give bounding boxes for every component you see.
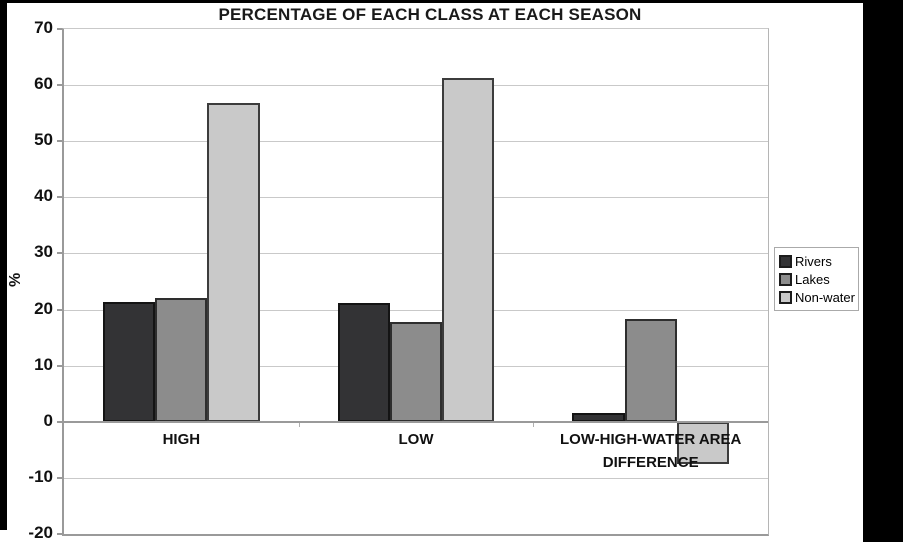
x-category-label-0: HIGH — [162, 430, 201, 448]
y-tick-mark — [57, 140, 63, 143]
y-tick-label--20: -20 — [28, 523, 53, 542]
legend-label-nonwater: Non-water — [795, 289, 855, 305]
chart-canvas: PERCENTAGE OF EACH CLASS AT EACH SEASON … — [7, 3, 863, 542]
bar-rivers-0 — [102, 301, 156, 422]
legend-item-lakes: Lakes — [779, 270, 855, 288]
x-category-label-2: LOW-HIGH-WATER AREA DIFFERENCE — [559, 430, 742, 472]
y-tick-label-70: 70 — [34, 18, 53, 37]
y-tick-mark — [57, 533, 63, 535]
bar-lakes-0 — [155, 298, 208, 422]
legend-label-rivers: Rivers — [795, 253, 832, 269]
gridline-40 — [64, 197, 768, 199]
bar-non-water-1 — [442, 78, 495, 422]
frame-top-strip — [0, 0, 903, 3]
frame-right-strip — [863, 0, 903, 542]
chart-title: PERCENTAGE OF EACH CLASS AT EACH SEASON — [218, 5, 642, 24]
gridline-60 — [64, 85, 768, 87]
gridline-50 — [64, 141, 768, 143]
y-tick-label-0: 0 — [43, 410, 53, 430]
frame-left-strip — [0, 0, 7, 530]
bar-non-water-0 — [207, 103, 260, 422]
y-tick-label-30: 30 — [34, 242, 53, 262]
y-tick-label--10: -10 — [28, 466, 53, 486]
y-tick-label-20: 20 — [34, 298, 53, 318]
y-tick-mark — [57, 420, 63, 423]
gridline-20 — [64, 309, 768, 311]
gridline--10 — [64, 477, 768, 479]
x-tick-mark — [298, 421, 300, 427]
bar-lakes-2 — [624, 318, 677, 422]
rivers-swatch-icon — [779, 254, 792, 268]
zero-line — [64, 420, 768, 423]
y-tick-mark — [57, 252, 63, 255]
bar-lakes-1 — [389, 321, 443, 422]
plot-area: HIGH LOW LOW-HIGH-WATER AREA DIFFERENCE — [62, 28, 769, 536]
y-tick-mark — [57, 308, 63, 311]
legend-item-rivers: Rivers — [779, 252, 855, 270]
y-tick-label-50: 50 — [34, 130, 53, 150]
y-tick-mark — [57, 476, 63, 479]
y-tick-mark — [57, 28, 63, 30]
y-tick-mark — [57, 84, 63, 87]
x-tick-mark — [533, 421, 535, 427]
y-tick-label-60: 60 — [34, 74, 53, 94]
y-tick-mark — [57, 364, 63, 367]
gridline-30 — [64, 253, 768, 255]
lakes-swatch-icon — [779, 272, 792, 286]
legend-item-nonwater: Non-water — [779, 288, 855, 306]
legend-label-lakes: Lakes — [795, 271, 830, 287]
non-water-swatch-icon — [779, 290, 792, 304]
y-tick-label-40: 40 — [34, 186, 53, 206]
y-tick-mark — [57, 196, 63, 199]
y-axis-title: % — [7, 272, 24, 287]
legend: Rivers Lakes Non-water — [774, 247, 859, 311]
x-category-label-1: LOW — [398, 430, 434, 448]
bar-rivers-1 — [337, 302, 390, 422]
y-tick-label-10: 10 — [34, 354, 53, 374]
